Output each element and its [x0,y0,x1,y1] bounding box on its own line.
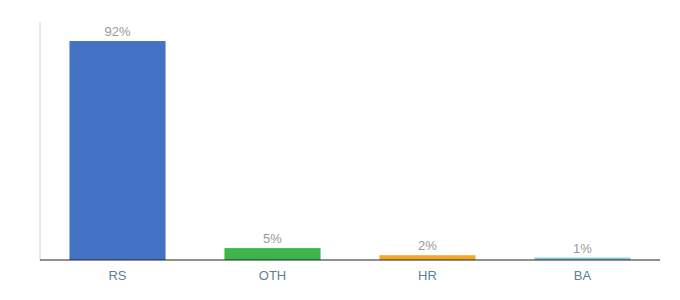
data-label: 5% [263,231,282,246]
data-label: 1% [573,241,592,256]
data-labels: 92% 5% 2% 1% [104,24,592,256]
data-label: 2% [418,238,437,253]
x-tick-labels: RS OTH HR BA [108,268,591,283]
x-tick-label: OTH [259,268,286,283]
x-tick-label: HR [418,268,437,283]
y-axis-line [40,22,41,260]
bar [69,41,165,260]
bars [69,41,630,260]
bar [379,255,475,260]
x-tick-label: BA [574,268,592,283]
chart-container: 92% 5% 2% 1% RS OTH HR BA [0,0,680,300]
data-label: 92% [104,24,130,39]
bar [224,248,320,260]
x-tick-label: RS [108,268,126,283]
chart-svg: 92% 5% 2% 1% RS OTH HR BA [0,0,680,300]
x-axis-line [40,259,660,260]
